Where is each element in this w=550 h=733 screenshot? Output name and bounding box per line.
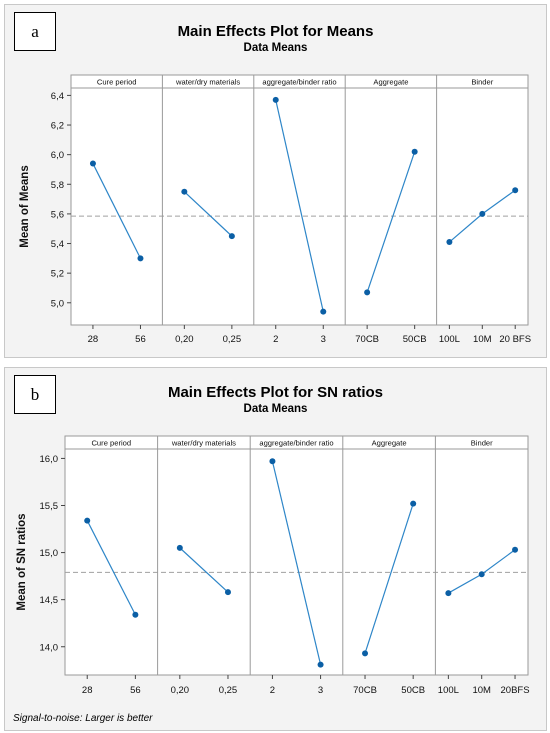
data-point — [84, 517, 91, 524]
x-tick-label: 20BFS — [501, 685, 530, 696]
data-point — [364, 289, 371, 296]
main-effects-sn-figure: b Main Effects Plot for SN ratios Data M… — [4, 367, 547, 731]
data-point — [479, 210, 486, 217]
chart-title: Main Effects Plot for SN ratios — [167, 384, 384, 401]
series-line — [179, 547, 229, 593]
footnote: Signal-to-noise: Larger is better — [13, 713, 153, 724]
panel-header: Aggregate — [372, 439, 407, 448]
y-tick-label: 6,4 — [51, 91, 64, 102]
sn-ratios-plot-area: 14,0 14,5 15,0 15,5 16,0 Mean of SN ratios Cur… — [16, 435, 530, 696]
panel-header: aggregate/binder ratio — [259, 439, 333, 448]
x-tick-label: 56 — [135, 334, 146, 345]
x-tick-label: 100L — [439, 334, 460, 345]
data-point — [317, 661, 324, 668]
plot-frame — [64, 435, 529, 676]
data-point — [512, 546, 519, 553]
data-point — [410, 500, 417, 507]
y-tick-label: 5,6 — [51, 209, 64, 220]
y-tick-label: 15,0 — [40, 548, 59, 559]
panel-header: Binder — [471, 78, 493, 87]
x-tick-label: 50CB — [403, 334, 427, 345]
panel-label-b: b — [14, 375, 56, 414]
y-tick-label: 5,4 — [51, 239, 64, 250]
y-tick-label: 6,2 — [51, 121, 64, 132]
data-point — [176, 544, 183, 551]
chart-subtitle: Data Means — [243, 42, 308, 54]
panel-label-a: a — [14, 12, 56, 51]
data-point — [512, 187, 519, 194]
chart-title: Main Effects Plot for Means — [177, 23, 374, 40]
x-tick-label: 70CB — [355, 334, 379, 345]
data-point — [320, 308, 327, 315]
series-line — [92, 163, 142, 259]
data-point — [224, 589, 231, 596]
x-tick-label: 20 BFS — [499, 334, 531, 345]
data-point — [228, 233, 235, 240]
data-point — [478, 571, 485, 578]
x-tick-label: 2 — [270, 685, 275, 696]
y-tick-label: 14,0 — [40, 642, 59, 653]
y-axis-label: Mean of Means — [19, 165, 31, 247]
x-tick-label: 70CB — [353, 685, 377, 696]
panel-header: Cure period — [91, 439, 131, 448]
series-line — [275, 99, 324, 312]
y-tick-label: 6,0 — [51, 150, 64, 161]
series-line — [86, 520, 136, 616]
x-tick-label: 28 — [82, 685, 93, 696]
x-tick-label: 100L — [438, 685, 459, 696]
y-tick-label: 5,2 — [51, 269, 64, 280]
y-tick-label: 5,0 — [51, 298, 64, 309]
panel-header: Aggregate — [373, 78, 408, 87]
y-tick-label: 16,0 — [40, 454, 59, 465]
means-plot-area: 5,0 5,2 5,4 5,6 5,8 6,0 6,2 6,4 Mean of Means Cur… — [19, 74, 531, 345]
data-point — [132, 611, 139, 618]
main-effects-means-figure: a Main Effects Plot for Means Data Means… — [4, 4, 547, 358]
x-tick-label: 0,25 — [219, 685, 238, 696]
data-point — [269, 458, 276, 465]
data-point — [446, 239, 453, 246]
y-tick-label: 14,5 — [40, 595, 59, 606]
data-point — [272, 96, 279, 103]
x-tick-label: 2 — [273, 334, 278, 345]
x-tick-label: 3 — [321, 334, 326, 345]
data-point — [89, 160, 96, 167]
panel-header: aggregate/binder ratio — [262, 78, 336, 87]
y-axis-label: Mean of SN ratios — [16, 513, 28, 610]
y-tick-label: 15,5 — [40, 501, 59, 512]
x-tick-label: 28 — [88, 334, 99, 345]
panel-header: Cure period — [97, 78, 137, 87]
panel-header: water/dry materials — [175, 78, 240, 87]
x-tick-label: 0,20 — [171, 685, 190, 696]
series-line — [364, 503, 414, 654]
data-point — [181, 188, 188, 195]
chart-subtitle: Data Means — [243, 403, 308, 415]
x-tick-label: 3 — [318, 685, 323, 696]
data-point — [411, 148, 418, 155]
panel-header: Binder — [471, 439, 493, 448]
y-tick-label: 5,8 — [51, 180, 64, 191]
x-tick-label: 0,20 — [175, 334, 194, 345]
x-tick-label: 56 — [130, 685, 141, 696]
panel-header: water/dry materials — [171, 439, 236, 448]
series-line — [366, 151, 416, 293]
plot-frame — [70, 74, 529, 326]
series-line — [183, 191, 233, 237]
data-point — [137, 255, 144, 262]
series-line — [271, 461, 322, 665]
x-tick-label: 10M — [472, 685, 491, 696]
x-tick-label: 10M — [473, 334, 492, 345]
data-point — [362, 650, 369, 657]
data-point — [445, 590, 452, 597]
x-tick-label: 50CB — [401, 685, 425, 696]
x-tick-label: 0,25 — [223, 334, 242, 345]
